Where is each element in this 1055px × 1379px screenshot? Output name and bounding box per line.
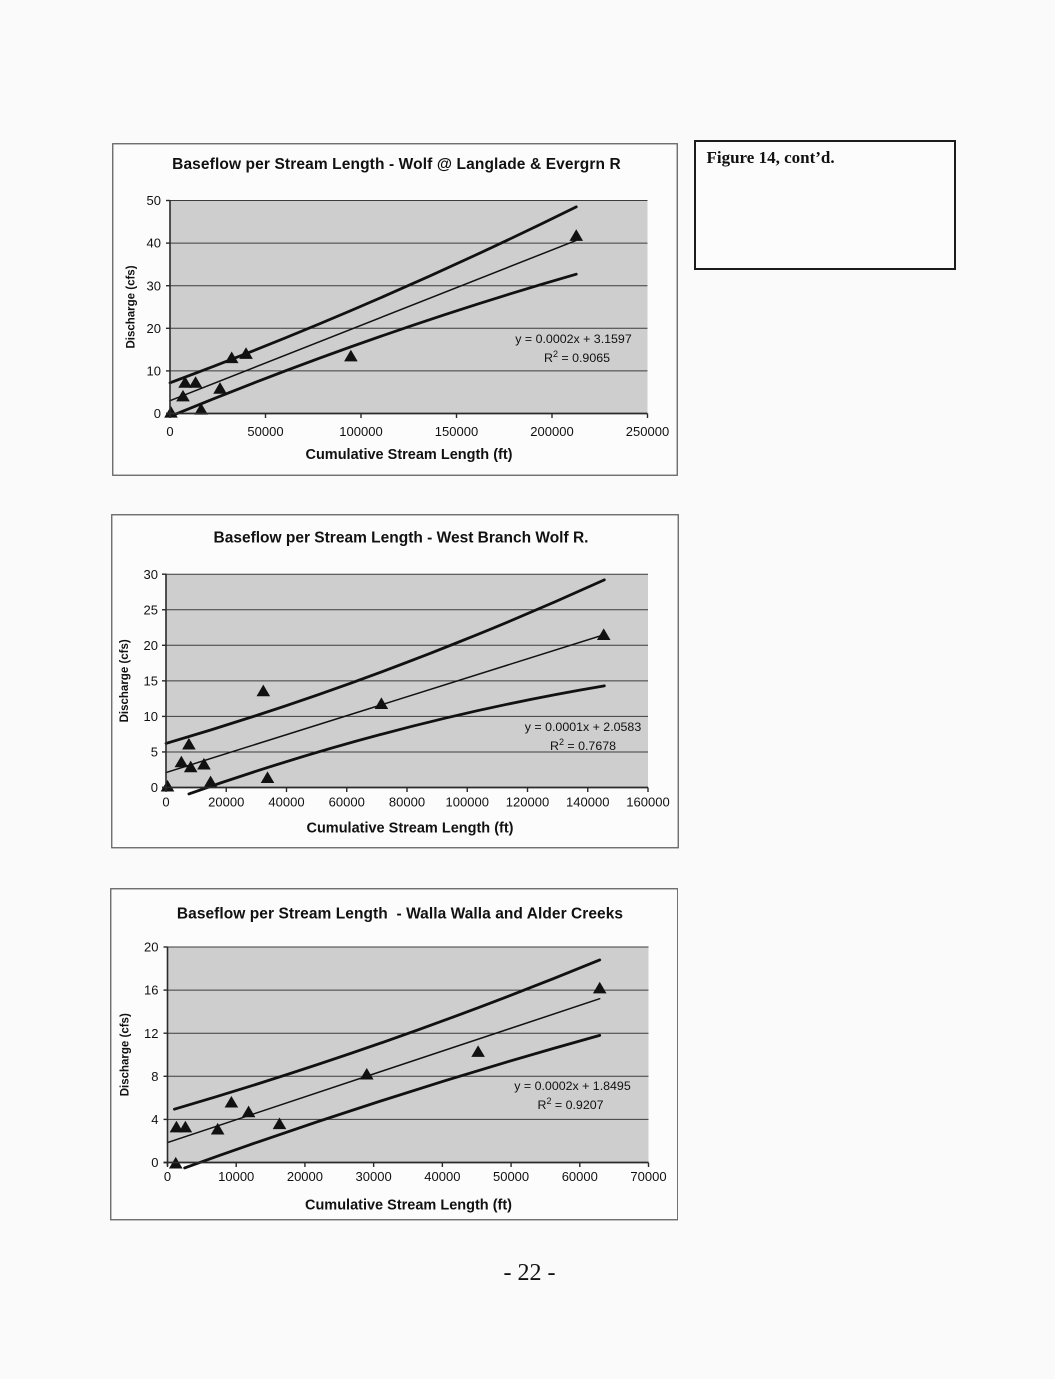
svg-text:30: 30 [147,278,161,293]
svg-text:40: 40 [147,236,161,251]
svg-text:40000: 40000 [424,1169,460,1184]
svg-text:20: 20 [144,638,158,653]
svg-text:50000: 50000 [247,424,283,439]
svg-text:120000: 120000 [506,795,549,810]
svg-text:70000: 70000 [630,1169,666,1184]
svg-text:5: 5 [151,745,158,760]
svg-text:20000: 20000 [286,1169,322,1184]
svg-text:40000: 40000 [268,795,304,810]
svg-text:20: 20 [144,940,158,955]
svg-text:30: 30 [144,567,158,582]
svg-text:Discharge (cfs): Discharge (cfs) [119,1013,131,1096]
svg-text:8: 8 [151,1069,158,1084]
svg-text:100000: 100000 [446,795,489,810]
svg-text:150000: 150000 [435,424,478,439]
svg-text:250000: 250000 [626,424,669,439]
svg-text:10: 10 [147,364,161,379]
svg-text:R2 = 0.7678: R2 = 0.7678 [550,737,616,753]
svg-text:25: 25 [144,602,158,617]
svg-text:y = 0.0002x + 3.1597: y = 0.0002x + 3.1597 [515,332,632,346]
svg-text:Discharge (cfs): Discharge (cfs) [119,639,131,722]
svg-text:12: 12 [144,1026,158,1041]
svg-text:y = 0.0001x + 2.0583: y = 0.0001x + 2.0583 [525,720,642,734]
svg-text:10000: 10000 [218,1169,254,1184]
svg-text:60000: 60000 [329,795,365,810]
svg-text:16: 16 [144,983,158,998]
svg-text:4: 4 [151,1112,158,1127]
svg-text:y = 0.0002x + 1.8495: y = 0.0002x + 1.8495 [514,1079,631,1093]
svg-text:140000: 140000 [566,795,609,810]
svg-text:50: 50 [147,193,161,208]
svg-text:0: 0 [163,1169,170,1184]
svg-text:60000: 60000 [561,1169,597,1184]
svg-text:Baseflow per Stream Length -: Baseflow per Stream Length - Walla Walla… [176,906,622,923]
svg-text:20000: 20000 [208,795,244,810]
svg-text:0: 0 [162,795,169,810]
svg-text:50000: 50000 [492,1169,528,1184]
svg-text:Baseflow per Stream Length - W: Baseflow per Stream Length - West Branch… [214,530,589,547]
svg-text:Cumulative Stream Length (ft): Cumulative Stream Length (ft) [306,821,513,837]
svg-text:R2 = 0.9065: R2 = 0.9065 [544,349,610,365]
svg-text:200000: 200000 [530,424,573,439]
svg-text:10: 10 [144,709,158,724]
svg-text:0: 0 [151,1155,158,1170]
svg-text:0: 0 [154,406,161,421]
svg-text:160000: 160000 [626,795,669,810]
svg-text:0: 0 [166,424,173,439]
svg-text:30000: 30000 [355,1169,391,1184]
svg-text:Baseflow per Stream Length - W: Baseflow per Stream Length - Wolf @ Lang… [172,156,621,173]
svg-text:20: 20 [147,321,161,336]
svg-text:R2 = 0.9207: R2 = 0.9207 [537,1096,603,1112]
svg-text:15: 15 [144,673,158,688]
svg-text:0: 0 [151,780,158,795]
svg-text:Cumulative Stream Length (ft): Cumulative Stream Length (ft) [304,1198,511,1214]
svg-text:80000: 80000 [389,795,425,810]
svg-text:100000: 100000 [339,424,382,439]
svg-text:Discharge (cfs): Discharge (cfs) [126,265,138,348]
svg-text:Cumulative Stream Length (ft): Cumulative Stream Length (ft) [305,447,512,463]
